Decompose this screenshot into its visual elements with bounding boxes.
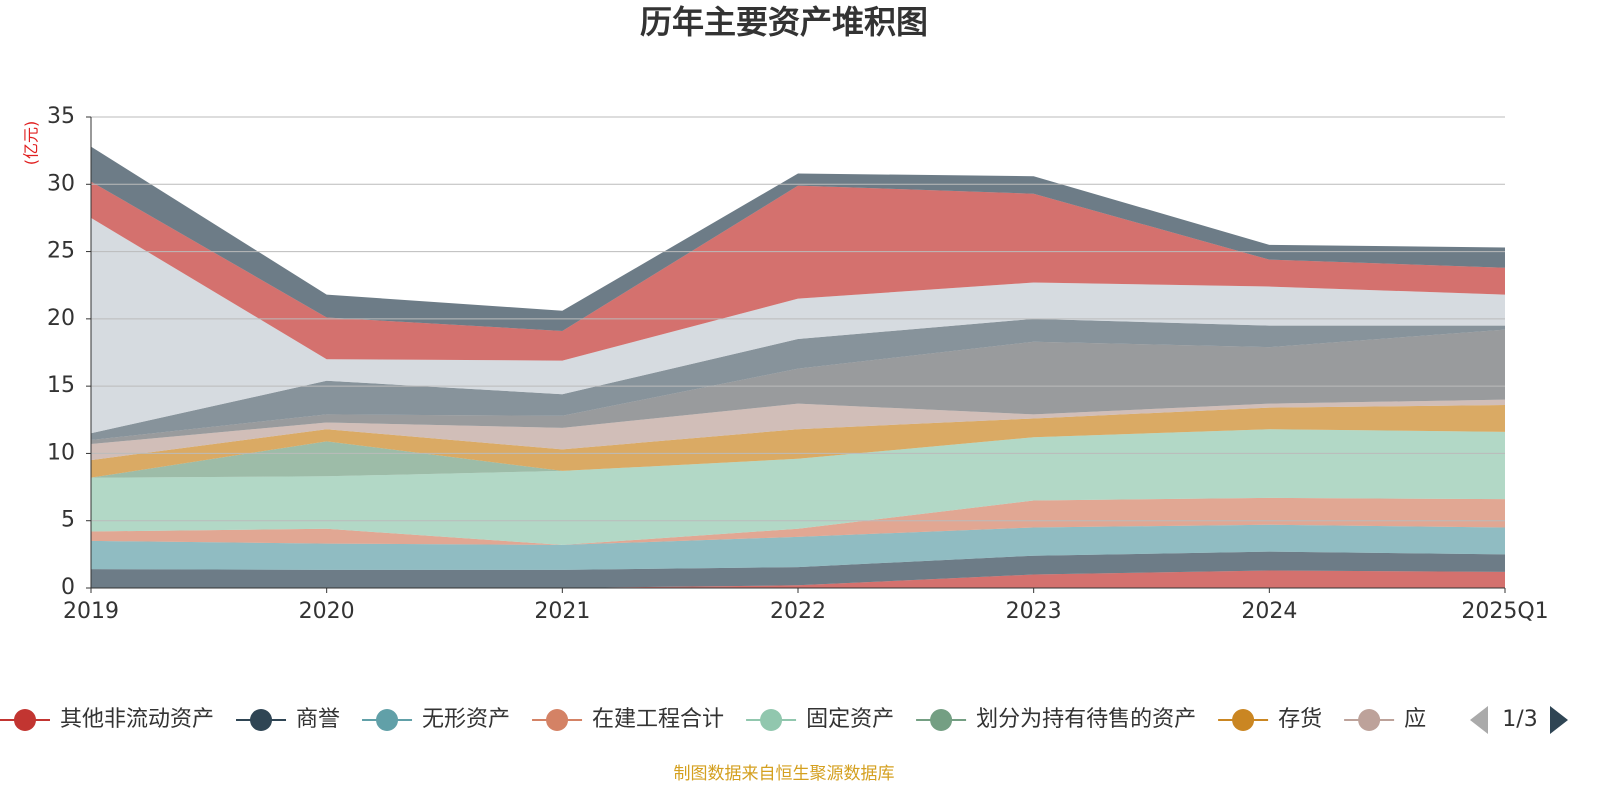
legend-label[interactable]: 其他非流动资产 [60,707,214,732]
area [91,524,1505,570]
area [91,318,1505,440]
area [91,429,1505,478]
legend-page: 1/3 [1502,707,1537,732]
x-tick-label: 2022 [770,599,826,624]
legend-label[interactable]: 无形资产 [422,707,510,732]
area [91,217,1505,434]
axes: 0 5 10 15 20 25 30 35 2019 2020 2021 2022 2023 2024 20… [47,104,1549,624]
legend-label[interactable]: 划分为持有待售的资产 [976,707,1196,732]
x-tick-label: 2025Q1 [1461,599,1548,624]
chart-title: 历年主要资产堆积图 [640,3,928,41]
legend-marker [376,709,399,731]
y-tick-label: 15 [47,373,75,398]
legend-marker [14,709,36,731]
y-axis-label: (亿元) [22,121,41,166]
x-tick-label: 2024 [1241,599,1297,624]
legend-label[interactable]: 商誉 [296,707,340,732]
y-tick-label: 30 [47,171,75,196]
area [91,570,1505,588]
y-tick-label: 5 [61,508,75,533]
legend-marker [250,709,273,731]
area [91,551,1505,588]
legend: 其他非流动资产 商誉 无形资产 在建工程合计 固定资产 划分为持有待售的资产 存货 应 [0,707,1426,732]
y-tick-label: 0 [61,575,75,600]
legend-marker [1232,709,1255,731]
legend-label[interactable]: 固定资产 [806,707,894,732]
x-tick-label: 2023 [1006,599,1062,624]
source-note: 制图数据来自恒生聚源数据库 [674,764,895,784]
x-tick-label: 2021 [534,599,590,624]
area [91,181,1505,361]
y-tick-label: 25 [47,239,75,264]
legend-marker [760,709,783,731]
legend-marker [1358,709,1381,731]
area [91,429,1505,545]
area [91,146,1505,331]
legend-marker [546,709,569,731]
legend-label[interactable]: 在建工程合计 [592,707,724,732]
x-tick-label: 2020 [299,599,355,624]
legend-next[interactable] [1550,706,1568,734]
legend-label[interactable]: 应 [1404,707,1426,732]
legend-marker [930,709,953,731]
legend-label[interactable]: 存货 [1278,707,1322,732]
y-tick-label: 35 [47,104,75,129]
areas [91,146,1505,588]
legend-prev[interactable] [1470,706,1488,734]
area [91,404,1505,478]
area [91,399,1505,461]
y-tick-label: 10 [47,440,75,465]
y-tick-label: 20 [47,306,75,331]
area [91,329,1505,445]
area [91,497,1505,545]
x-tick-label: 2019 [63,599,119,624]
